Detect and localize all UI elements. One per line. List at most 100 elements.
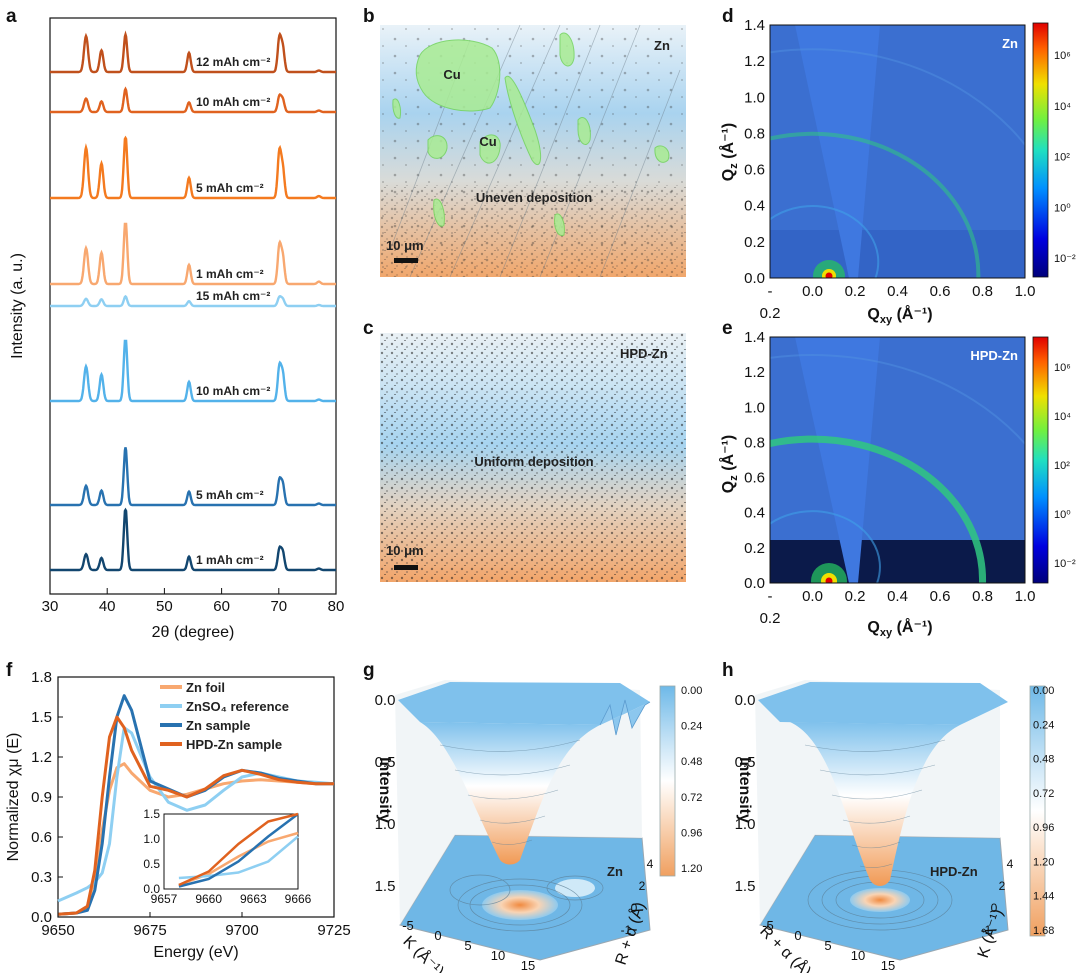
surface-zn-z-axis-label: Intensity bbox=[376, 757, 393, 823]
surface-zn-sample-label: Zn bbox=[607, 864, 623, 879]
giwaxs-hpd-zn-x-axis-label: Qxy (Å⁻¹) bbox=[867, 617, 932, 639]
surface-hpd-zn-y-tick-label: 4 bbox=[1007, 857, 1014, 871]
xrd-pattern-6 bbox=[50, 135, 336, 200]
micrograph-hpd-zn-texture bbox=[380, 333, 686, 582]
xrd-y-axis-label: Intensity (a. u.) bbox=[9, 253, 26, 359]
surface-zn-y-tick-label: 0 bbox=[631, 901, 638, 915]
surface-hpd-zn-colorbar-label: 0.72 bbox=[1033, 788, 1054, 800]
surface-hpd-zn-z-tick-label: 1.5 bbox=[735, 878, 756, 895]
giwaxs-zn-colorbar-label: 10⁶ bbox=[1054, 50, 1071, 62]
surface-hpd-zn-x-tick-label: 0 bbox=[794, 928, 801, 943]
giwaxs-zn-x-tick-label: 0.4 bbox=[887, 283, 908, 300]
surface-hpd-zn-y-tick-label: 2 bbox=[999, 879, 1006, 893]
xanes-legend-label-4: HPD-Zn sample bbox=[186, 737, 282, 752]
surface-zn-x-tick-label: 5 bbox=[464, 938, 471, 953]
xrd-pattern-label-1: 1 mAh cm⁻² bbox=[196, 553, 264, 567]
surface-zn-y-tick-label: -1 bbox=[621, 923, 632, 937]
giwaxs-zn-sample-label: Zn bbox=[1002, 36, 1018, 51]
xanes-inset-y-tick-label: 1.5 bbox=[143, 807, 160, 821]
giwaxs-zn-y-tick-label: 0.6 bbox=[744, 162, 765, 179]
copper-label-2: Cu bbox=[479, 134, 496, 149]
giwaxs-zn-colorbar-label: 10² bbox=[1054, 152, 1070, 164]
xrd-pattern-label-6: 5 mAh cm⁻² bbox=[196, 181, 264, 195]
xrd-pattern-2 bbox=[50, 447, 336, 507]
surface-hpd-zn-y-tick-label: -1 bbox=[981, 923, 992, 937]
panel-label-a: a bbox=[6, 6, 17, 27]
giwaxs-hpd-zn-x-tick-label: 0.2 bbox=[845, 588, 866, 605]
scale-bar-label-b: 10 μm bbox=[386, 238, 424, 253]
surface-zn-x-tick-label: 15 bbox=[521, 958, 535, 973]
giwaxs-hpd-zn-blind-wedge bbox=[795, 337, 880, 583]
surface-zn-colorbar-label: 0.00 bbox=[681, 685, 702, 697]
xrd-x-tick-label: 50 bbox=[156, 598, 173, 615]
scale-bar-icon bbox=[394, 258, 418, 263]
xanes-y-tick-label: 0.0 bbox=[31, 909, 52, 926]
surface-hpd-zn-funnel bbox=[790, 722, 960, 886]
xrd-x-tick-label: 70 bbox=[270, 598, 287, 615]
micrograph-hpd-zn: HPD-Zn Uniform deposition 10 μm bbox=[380, 333, 686, 582]
xanes-legend-label-3: Zn sample bbox=[186, 718, 250, 733]
xrd-pattern-5 bbox=[50, 222, 336, 286]
xanes-x-tick-label: 9675 bbox=[133, 922, 166, 939]
giwaxs-hpd-zn-colorbar-label: 10⁶ bbox=[1054, 362, 1071, 374]
surface-hpd-zn-chart: HPD-Zn Intensity 0.00.51.01.5-5051015420… bbox=[735, 680, 1054, 973]
giwaxs-zn-blind-wedge bbox=[795, 25, 880, 278]
giwaxs-zn-x-tick-label: 0.0 bbox=[802, 283, 823, 300]
surface-hpd-zn-floor-blob bbox=[850, 888, 910, 912]
giwaxs-zn-x-tick-label: - bbox=[768, 283, 773, 300]
xanes-y-tick-label: 0.6 bbox=[31, 829, 52, 846]
surface-zn-z-tick-label: 0.5 bbox=[375, 754, 396, 771]
xanes-legend-label-2: ZnSO₄ reference bbox=[186, 699, 289, 714]
surface-zn-y-tick-label: 4 bbox=[647, 857, 654, 871]
uniform-deposition-label: Uniform deposition bbox=[474, 454, 593, 469]
giwaxs-hpd-zn-inner-ring bbox=[770, 510, 881, 583]
surface-hpd-zn-z-tick-label: 0.0 bbox=[735, 692, 756, 709]
surface-hpd-zn-x-tick-label: -5 bbox=[762, 918, 774, 933]
panel-label-c: c bbox=[363, 318, 374, 339]
panel-label-h: h bbox=[722, 660, 734, 681]
xanes-inset-y-tick-label: 0.0 bbox=[143, 882, 160, 896]
giwaxs-hpd-zn-colorbar-label: 10² bbox=[1054, 460, 1070, 472]
xrd-chart: 1 mAh cm⁻² 5 mAh cm⁻² 10 mAh cm⁻² 15 mAh cm… bbox=[9, 17, 344, 641]
surface-zn-floor-blob-2 bbox=[555, 879, 595, 897]
scale-bar-label-c: 10 μm bbox=[386, 543, 424, 558]
surface-zn-z-tick-label: 0.0 bbox=[375, 692, 396, 709]
surface-hpd-zn-x-tick-label: 15 bbox=[881, 958, 895, 973]
xrd-pattern-7 bbox=[50, 86, 336, 114]
surface-hpd-zn-colorbar-label: 0.24 bbox=[1033, 719, 1054, 731]
copper-regions bbox=[392, 32, 670, 237]
xrd-pattern-1 bbox=[50, 507, 336, 572]
xanes-inset-curve-3 bbox=[178, 813, 299, 888]
micrograph-hpd-zn-sample-label: HPD-Zn bbox=[620, 346, 668, 361]
giwaxs-hpd-zn-outer-ring bbox=[770, 354, 1025, 446]
giwaxs-zn-chart: Zn 0.00.20.40.60.81.01.21.4- 0.0 0.2 0.4 0.6… bbox=[718, 17, 1076, 326]
surface-hpd-zn-colorbar-label: 0.96 bbox=[1033, 822, 1054, 834]
giwaxs-hpd-zn-colorbar-label: 10⁻² bbox=[1054, 558, 1076, 570]
surface-hpd-zn-x-tick-label: 5 bbox=[824, 938, 831, 953]
giwaxs-zn-frame bbox=[769, 24, 1026, 279]
giwaxs-hpd-zn-sample-label: HPD-Zn bbox=[970, 348, 1018, 363]
micrograph-zn-lower-texture bbox=[380, 185, 686, 277]
giwaxs-hpd-zn-y-tick-label: 0.0 bbox=[744, 575, 765, 592]
xanes-legend-label-1: Zn foil bbox=[186, 680, 225, 695]
xrd-x-tick-label: 40 bbox=[99, 598, 116, 615]
xanes-curve-4 bbox=[57, 715, 334, 916]
giwaxs-hpd-zn-y-tick-label: 0.6 bbox=[744, 470, 765, 487]
surface-hpd-zn-funnel-contours bbox=[804, 739, 946, 868]
giwaxs-zn-colorbar-label: 10⁴ bbox=[1054, 101, 1071, 113]
giwaxs-zn-y-tick-label: 0.4 bbox=[744, 198, 765, 215]
copper-label-1: Cu bbox=[443, 67, 460, 82]
xrd-pattern-4 bbox=[50, 294, 336, 308]
giwaxs-zn-y-tick-label: 0.0 bbox=[744, 270, 765, 287]
xanes-y-tick-label: 1.8 bbox=[31, 669, 52, 686]
surface-hpd-zn-z-axis-label: Intensity bbox=[736, 757, 753, 823]
surface-hpd-zn-sample-label: HPD-Zn bbox=[930, 864, 978, 879]
colorbar-icon bbox=[1032, 22, 1049, 278]
giwaxs-hpd-zn-y-tick-label: 0.4 bbox=[744, 505, 765, 522]
panel-label-e: e bbox=[722, 318, 733, 339]
surface-hpd-zn-z-tick-label: 0.5 bbox=[735, 754, 756, 771]
surface-zn-floor-blob bbox=[482, 890, 558, 920]
surface-zn-colorbar-label: 0.72 bbox=[681, 792, 702, 804]
surface-hpd-zn-colorbar-label: 1.44 bbox=[1033, 891, 1054, 903]
